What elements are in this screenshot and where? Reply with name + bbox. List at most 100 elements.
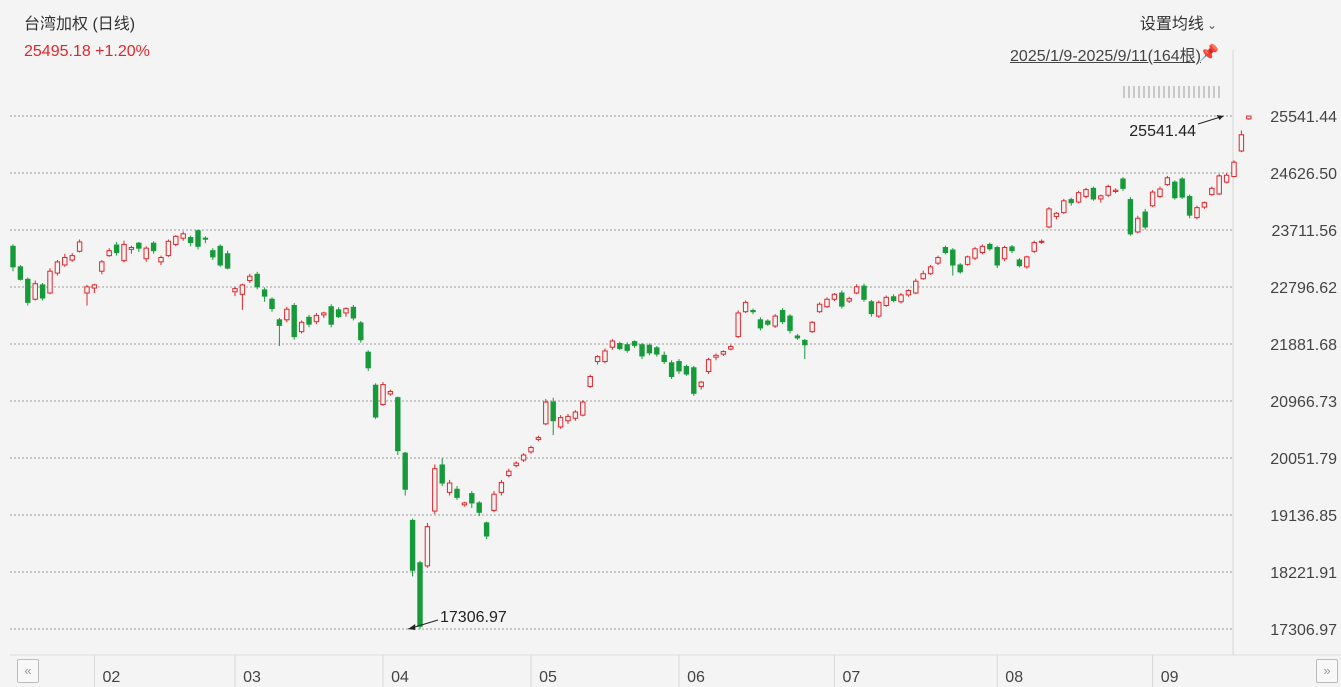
candle-body [1142,211,1148,228]
arrow-head [1216,115,1224,120]
candle [735,310,741,338]
pin-icon[interactable]: 📌 [1199,45,1219,62]
candle [1112,188,1119,194]
candle [824,297,830,308]
candle [62,253,68,267]
candle-body [1172,181,1178,199]
candle-body [831,293,838,300]
candle-body [535,437,542,440]
candle [321,311,327,318]
candle-body [802,339,808,346]
candle [461,501,468,507]
candle-body [424,526,431,567]
set-ma-button[interactable]: 设置均线 ⌄ [1140,10,1217,34]
candle [25,277,31,306]
candle-body [202,237,209,240]
candle [1186,194,1193,219]
candle [39,283,46,301]
candle-body [720,351,727,355]
double-right-icon[interactable]: » [1316,659,1338,683]
candle [195,229,201,250]
candle [994,245,1000,269]
candle [580,400,586,417]
candle [173,235,179,247]
candle-body [580,401,586,416]
candle [395,396,401,455]
candle [476,501,482,517]
candle-body [439,464,445,484]
candle-body [247,275,253,282]
candle [1016,258,1023,268]
x-tick-label: 07 [843,669,861,686]
candle-body [528,447,534,453]
candle [587,374,593,388]
candle-body [143,247,149,260]
candle [1061,198,1067,214]
arrow-head [408,624,416,630]
candle [158,255,164,265]
candle [372,383,379,419]
candle [935,255,941,265]
candle [809,321,815,333]
candle-body [158,257,164,263]
candle-body [987,243,993,250]
candle [698,380,704,390]
candle-body [1053,212,1060,217]
candle [720,350,727,356]
candle-body [853,286,860,294]
candle [1223,173,1230,184]
scroll-handle[interactable] [1123,86,1221,98]
candle [1149,190,1156,208]
candle-body [224,253,231,269]
candle-body [1238,134,1245,152]
max-annotation-label: 25541.44 [1129,123,1196,140]
candle [313,312,320,325]
candle [979,244,986,255]
candle [84,284,90,306]
candle [498,479,505,496]
candle [861,283,867,302]
candle [1201,201,1208,209]
candle-body [1112,189,1119,192]
candle-body [446,482,453,493]
candle-body [779,309,786,323]
candle [1098,194,1104,203]
candle [683,364,690,376]
candle-body [602,350,608,363]
candle-body [306,316,312,325]
candle-body [254,273,260,288]
candle [446,479,453,496]
candle [143,246,149,262]
candle [794,334,801,340]
candle-body [432,468,438,512]
candle-body [321,312,327,316]
candle [491,491,497,513]
double-left-icon[interactable]: « [17,659,39,683]
candle [424,522,431,568]
candle-body [513,462,519,467]
candle [202,236,209,244]
candle [432,464,438,515]
candle [1127,197,1134,236]
candle-body [1223,174,1230,183]
candle-body [1075,192,1082,203]
candle-body [150,242,157,252]
y-tick-label: 18221.91 [1270,565,1337,582]
candle [853,284,860,295]
candle [950,248,956,276]
candle-body [476,502,482,513]
candle [565,413,571,424]
y-tick-label: 21881.68 [1270,337,1337,354]
candle [343,307,349,317]
candle-body [1209,187,1215,196]
candle [454,486,460,500]
candle [232,286,238,297]
candle [1090,186,1097,201]
candle-body [1231,161,1237,178]
candle [1031,240,1037,254]
candle [898,293,904,304]
candle [1024,255,1030,269]
candle-body [1164,177,1171,186]
date-range-link[interactable]: 2025/1/9-2025/9/11(164根) [1010,48,1201,65]
